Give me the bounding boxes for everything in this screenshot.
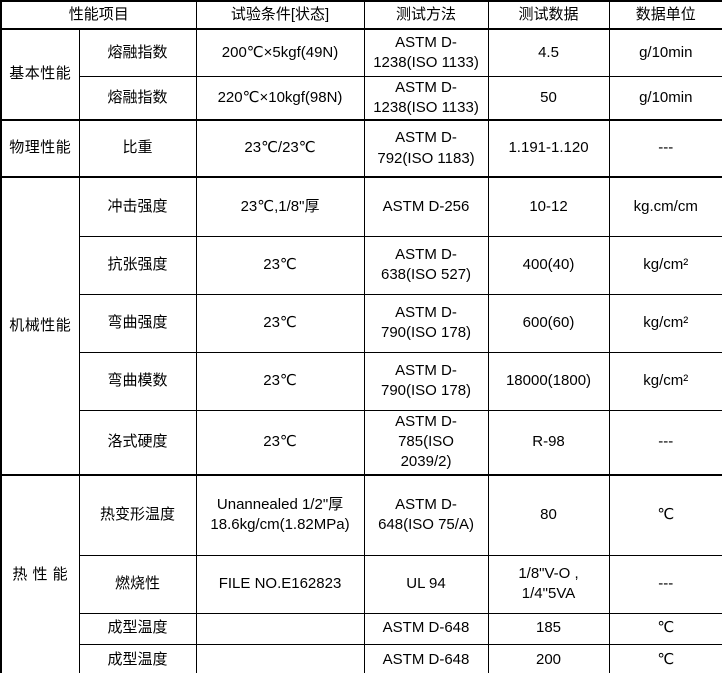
- method-cell: ASTM D-648: [363, 643, 489, 673]
- item-cell: 洛式硬度: [78, 409, 197, 476]
- column-header-test-condition: 试验条件[状态]: [195, 0, 365, 30]
- item-cell: 抗张强度: [78, 235, 197, 295]
- data-cell: 200: [487, 643, 610, 673]
- column-header-data-unit: 数据单位: [608, 0, 722, 30]
- table-row: 洛式硬度 23℃ ASTM D- 785(ISO 2039/2) R-98 --…: [1, 409, 722, 476]
- unit-cell: kg/cm²: [608, 293, 722, 353]
- data-cell: 185: [487, 612, 610, 645]
- table-row: 基本性能 熔融指数 200℃×5kgf(49N) ASTM D- 1238(IS…: [0, 28, 722, 121]
- data-cell: 10-12: [487, 176, 610, 237]
- condition-cell: 23℃: [195, 235, 365, 295]
- table-row: 熔融指数 220℃×10kgf(98N) ASTM D- 1238(ISO 11…: [1, 75, 722, 121]
- data-cell: R-98: [487, 409, 610, 476]
- data-cell: 1/8"V-O , 1/4"5VA: [487, 554, 610, 614]
- unit-cell: ℃: [608, 643, 722, 673]
- condition-cell: [195, 643, 365, 673]
- data-cell: 50: [487, 75, 610, 121]
- item-cell: 成型温度: [78, 612, 197, 645]
- item-cell: 弯曲强度: [78, 293, 197, 353]
- condition-cell: 23℃: [195, 409, 365, 476]
- table-row: 抗张强度 23℃ ASTM D- 638(ISO 527) 400(40) kg…: [1, 235, 722, 295]
- item-cell: 弯曲模数: [78, 351, 197, 411]
- unit-cell: ---: [608, 554, 722, 614]
- condition-cell: 23℃/23℃: [195, 119, 365, 178]
- condition-cell: 200℃×5kgf(49N): [195, 28, 365, 77]
- item-cell: 冲击强度: [78, 176, 197, 237]
- item-cell: 熔融指数: [78, 28, 197, 77]
- condition-cell: FILE NO.E162823: [195, 554, 365, 614]
- table-row: 弯曲模数 23℃ ASTM D- 790(ISO 178) 18000(1800…: [1, 351, 722, 411]
- method-cell: ASTM D-256: [363, 176, 489, 237]
- table-row: 燃烧性 FILE NO.E162823 UL 94 1/8"V-O , 1/4"…: [1, 554, 722, 614]
- method-cell: ASTM D- 1238(ISO 1133): [363, 75, 489, 121]
- table-row: 机械性能 冲击强度 23℃,1/8"厚 ASTM D-256 10-12 kg.…: [0, 176, 722, 476]
- method-cell: ASTM D- 792(ISO 1183): [363, 119, 489, 178]
- unit-cell: g/10min: [608, 28, 722, 77]
- condition-cell: Unannealed 1/2"厚 18.6kg/cm(1.82MPa): [195, 474, 365, 556]
- data-cell: 4.5: [487, 28, 610, 77]
- header-row: 性能项目 试验条件[状态] 测试方法 测试数据 数据单位: [0, 0, 722, 30]
- category-cell-thermal: 热 性 能: [0, 474, 80, 673]
- table-row: 物理性能 比重 23℃/23℃ ASTM D- 792(ISO 1183) 1.…: [0, 119, 722, 178]
- data-cell: 400(40): [487, 235, 610, 295]
- condition-cell: 220℃×10kgf(98N): [195, 75, 365, 121]
- method-cell: ASTM D-648: [363, 612, 489, 645]
- column-header-property-item: 性能项目: [0, 0, 197, 30]
- data-cell: 1.191-1.120: [487, 119, 610, 178]
- item-cell: 成型温度: [78, 643, 197, 673]
- category-cell-physical: 物理性能: [0, 119, 80, 178]
- unit-cell: ---: [608, 119, 722, 178]
- unit-cell: kg.cm/cm: [608, 176, 722, 237]
- method-cell: ASTM D- 790(ISO 178): [363, 351, 489, 411]
- category-cell-mechanical: 机械性能: [0, 176, 80, 476]
- data-cell: 80: [487, 474, 610, 556]
- table-row: 成型温度 ASTM D-648 185 ℃: [1, 612, 722, 645]
- method-cell: ASTM D- 1238(ISO 1133): [363, 28, 489, 77]
- condition-cell: 23℃: [195, 351, 365, 411]
- condition-cell: 23℃: [195, 293, 365, 353]
- unit-cell: kg/cm²: [608, 351, 722, 411]
- unit-cell: kg/cm²: [608, 235, 722, 295]
- condition-cell: [195, 612, 365, 645]
- column-header-test-method: 测试方法: [363, 0, 489, 30]
- data-cell: 18000(1800): [487, 351, 610, 411]
- method-cell: ASTM D- 648(ISO 75/A): [363, 474, 489, 556]
- method-cell: ASTM D- 790(ISO 178): [363, 293, 489, 353]
- category-cell-basic: 基本性能: [0, 28, 80, 121]
- method-cell: UL 94: [363, 554, 489, 614]
- item-cell: 比重: [78, 119, 197, 178]
- table-row: 成型温度 ASTM D-648 200 ℃: [1, 643, 722, 673]
- unit-cell: ℃: [608, 474, 722, 556]
- table-row: 弯曲强度 23℃ ASTM D- 790(ISO 178) 600(60) kg…: [1, 293, 722, 353]
- unit-cell: ---: [608, 409, 722, 476]
- item-cell: 熔融指数: [78, 75, 197, 121]
- unit-cell: ℃: [608, 612, 722, 645]
- item-cell: 热变形温度: [78, 474, 197, 556]
- method-cell: ASTM D- 785(ISO 2039/2): [363, 409, 489, 476]
- condition-cell: 23℃,1/8"厚: [195, 176, 365, 237]
- column-header-test-data: 测试数据: [487, 0, 610, 30]
- data-cell: 600(60): [487, 293, 610, 353]
- item-cell: 燃烧性: [78, 554, 197, 614]
- table-row: 热 性 能 热变形温度 Unannealed 1/2"厚 18.6kg/cm(1…: [0, 474, 722, 673]
- unit-cell: g/10min: [608, 75, 722, 121]
- method-cell: ASTM D- 638(ISO 527): [363, 235, 489, 295]
